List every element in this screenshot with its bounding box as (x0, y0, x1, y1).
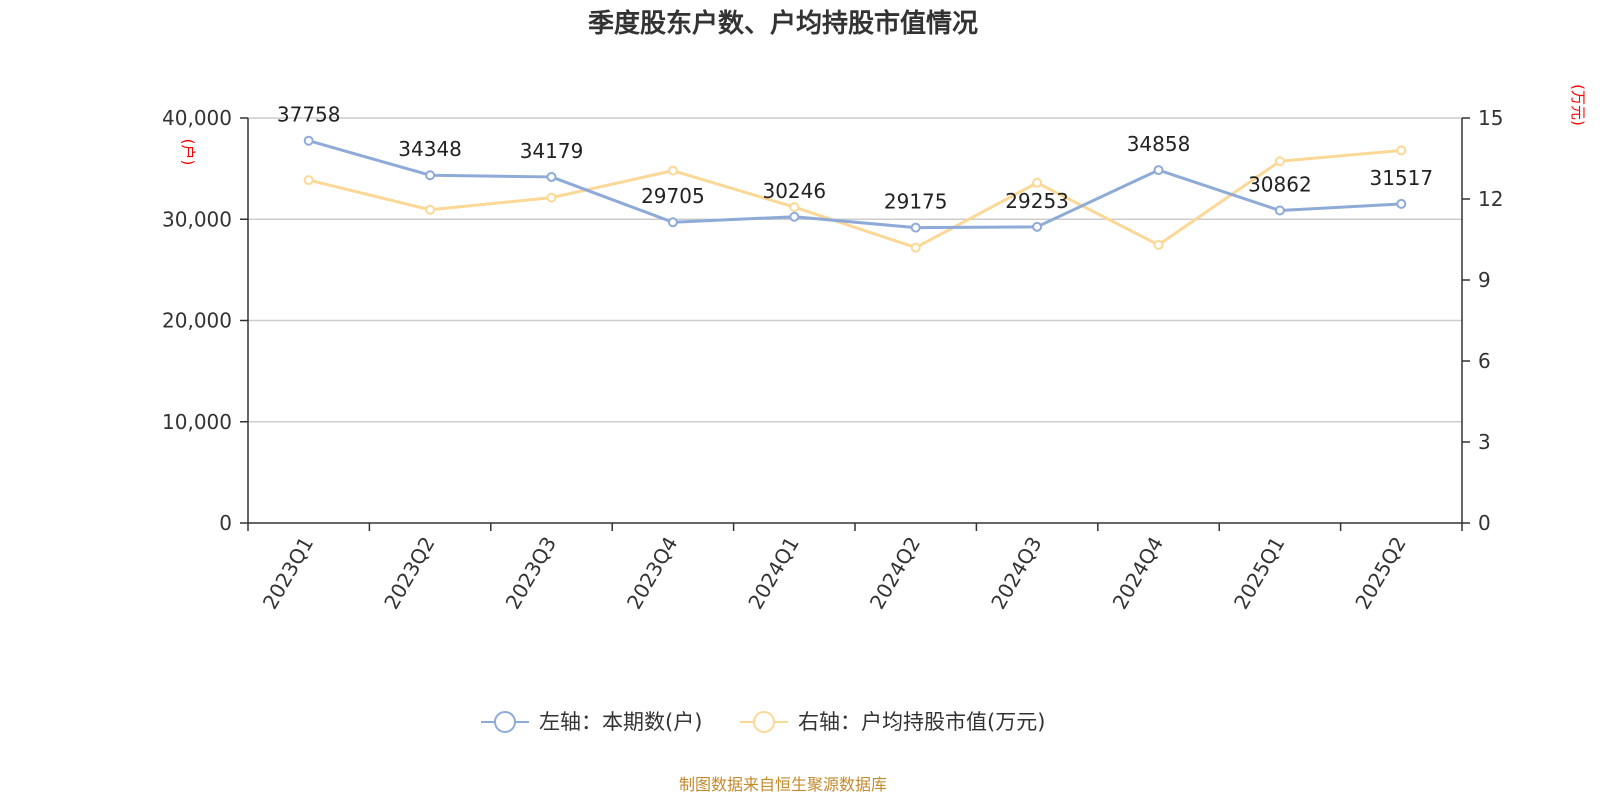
data-label: 29175 (884, 190, 948, 214)
left-axis-unit: (户) (179, 139, 197, 166)
data-label: 30862 (1248, 173, 1312, 197)
data-point-right (546, 192, 557, 203)
grid-layer (248, 117, 1462, 423)
data-point-right (425, 204, 436, 215)
right-axis-tick-label: 3 (1478, 430, 1491, 454)
data-point-right (910, 242, 921, 253)
series-line-left (308, 139, 1402, 230)
series-layer (303, 135, 1407, 253)
x-axis-tick-label: 2023Q3 (501, 533, 561, 614)
right-axis-tick-label: 12 (1478, 187, 1503, 211)
data-point-left (546, 171, 557, 182)
data-label: 37758 (277, 103, 341, 127)
label-layer: 37758 34348 34179 29705 30246 29175 29253 34858… (277, 103, 1433, 214)
data-point-left (1274, 205, 1285, 216)
legend-item-left-swatch-marker (494, 711, 516, 733)
left-axis-tick-label: 30,000 (162, 207, 232, 231)
data-point-right (303, 175, 314, 186)
data-point-left (1396, 198, 1407, 209)
x-axis-tick-label: 2024Q3 (986, 533, 1046, 614)
data-point-left (303, 135, 314, 146)
x-axis-tick-label: 2023Q2 (379, 533, 439, 614)
x-axis-tick-label: 2023Q4 (622, 533, 682, 614)
chart-title: 季度股东户数、户均持股市值情况 (588, 8, 978, 39)
x-axis-tick-label: 2024Q1 (743, 533, 803, 614)
right-axis-tick-label: 9 (1478, 268, 1491, 292)
data-point-left (425, 170, 436, 181)
data-point-left (789, 211, 800, 222)
data-point-right (1032, 177, 1043, 188)
right-axis-tick-label: 0 (1478, 511, 1491, 535)
data-point-right (1274, 156, 1285, 167)
series-line-right (308, 148, 1402, 250)
data-point-left (910, 222, 921, 233)
right-axis-tick-label: 15 (1478, 106, 1503, 130)
left-axis-tick-label: 0 (219, 511, 232, 535)
legend-item-left-label: 左轴：本期数(户) (539, 710, 702, 734)
x-axis-tick-label: 2023Q1 (258, 533, 318, 614)
data-label: 29705 (641, 184, 705, 208)
data-label: 30246 (762, 179, 826, 203)
x-axis-tick-label: 2025Q2 (1350, 533, 1410, 614)
data-point-left (1032, 221, 1043, 232)
legend-item-right-label: 右轴：户均持股市值(万元) (798, 710, 1045, 734)
left-axis-tick-label: 40,000 (162, 106, 232, 130)
data-point-left (1153, 165, 1164, 176)
data-label: 34179 (520, 139, 584, 163)
legend-item-right-swatch-marker (753, 711, 775, 733)
x-axis-tick-label: 2024Q2 (865, 533, 925, 614)
data-label: 31517 (1369, 166, 1433, 190)
legend: 左轴：本期数(户) 右轴：户均持股市值(万元) (481, 710, 1045, 734)
data-point-left (667, 217, 678, 228)
right-axis-unit: (万元) (1569, 84, 1587, 126)
data-point-right (1153, 239, 1164, 250)
data-label: 34348 (398, 137, 462, 161)
left-axis-tick-label: 10,000 (162, 410, 232, 434)
source-note: 制图数据来自恒生聚源数据库 (679, 775, 887, 794)
data-point-right (1396, 145, 1407, 156)
data-point-right (789, 202, 800, 213)
right-axis-tick-label: 6 (1478, 349, 1491, 373)
data-point-right (667, 165, 678, 176)
x-axis-tick-label: 2024Q4 (1108, 533, 1168, 614)
data-label: 29253 (1005, 189, 1069, 213)
x-axis-tick-label: 2025Q1 (1229, 533, 1289, 614)
left-axis-tick-label: 20,000 (162, 309, 232, 333)
data-label: 34858 (1127, 132, 1191, 156)
